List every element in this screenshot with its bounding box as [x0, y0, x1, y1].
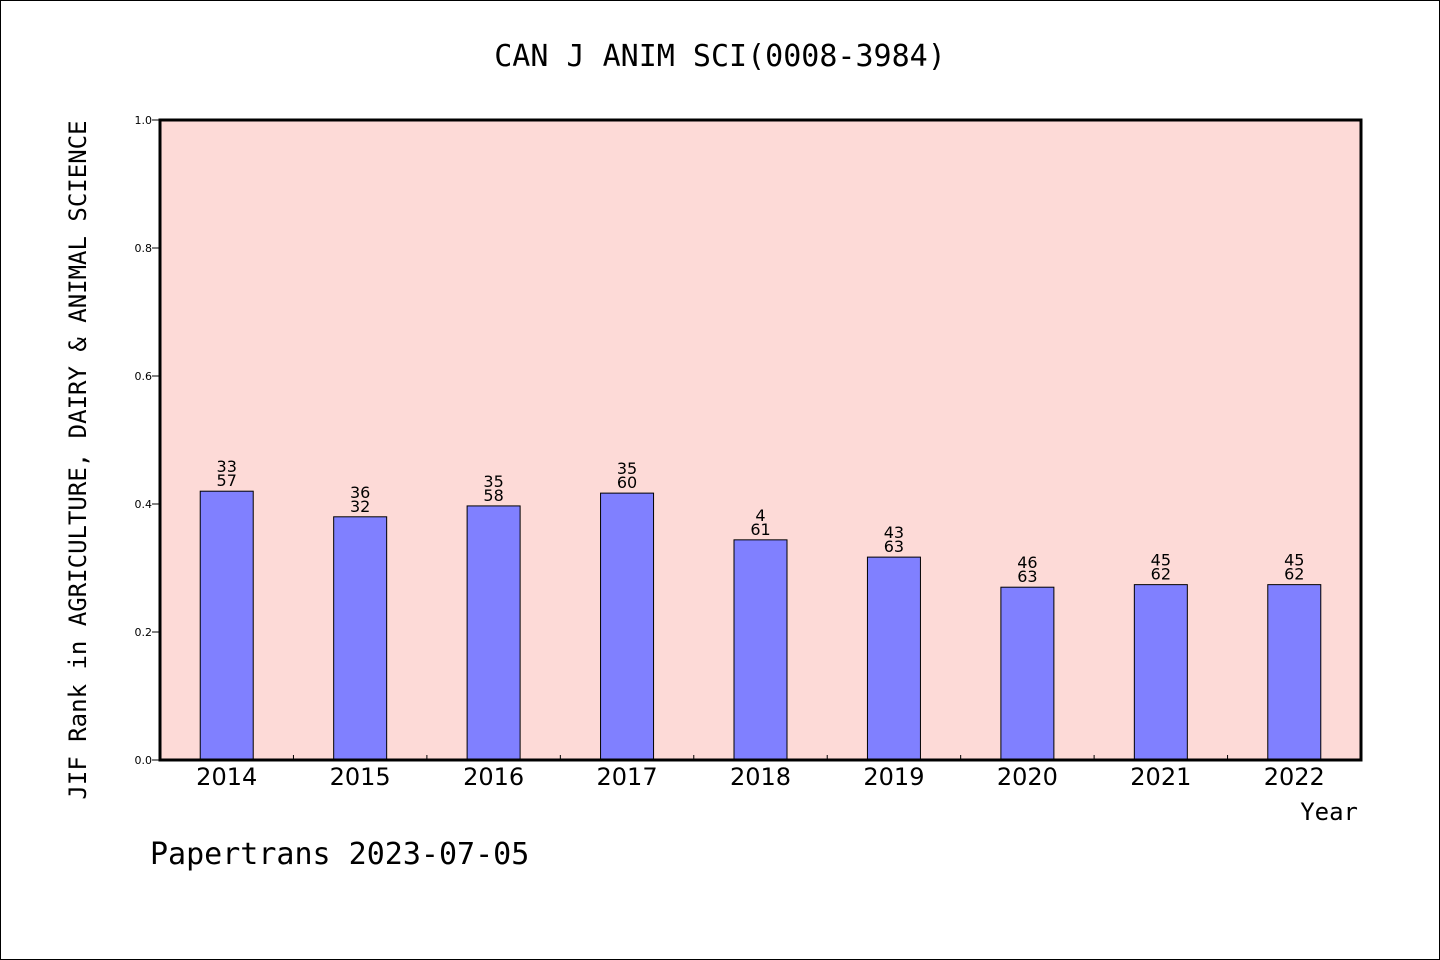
y-tick-label: 0.2 [135, 626, 153, 639]
x-tick-label-2018: 2018 [730, 763, 791, 791]
y-tick-label: 0.0 [135, 754, 153, 767]
x-tick-label-2022: 2022 [1264, 763, 1325, 791]
bar-label-rank-2018: 4 [755, 506, 765, 525]
y-tick-label: 1.0 [135, 114, 153, 127]
bar-2016 [466, 505, 521, 761]
bar-2022 [1267, 584, 1322, 761]
bar-label-total-2022: 62 [1284, 565, 1304, 584]
bar-2015 [333, 516, 388, 761]
bars-group [199, 490, 1322, 761]
x-axis-label: Year [1300, 798, 1358, 826]
bar-label-rank-2016: 35 [483, 472, 503, 491]
plot-area-border [158, 118, 1363, 762]
bar-2018 [733, 539, 788, 761]
bar-label-total-2021: 62 [1151, 565, 1171, 584]
bar-label-rank-2020: 46 [1017, 553, 1037, 572]
bar-label-rank-2014: 33 [217, 457, 237, 476]
bar-label-total-2019: 63 [884, 537, 904, 556]
y-tick-label: 0.8 [135, 242, 153, 255]
footer-watermark: Papertrans 2023-07-05 [150, 837, 529, 872]
x-tick-label-2014: 2014 [196, 763, 257, 791]
chart-title: CAN J ANIM SCI(0008-3984) [494, 39, 946, 74]
x-tick-label-2020: 2020 [997, 763, 1058, 791]
bar-label-rank-2017: 35 [617, 459, 637, 478]
bar-2017 [600, 492, 655, 761]
bar-label-total-2018: 61 [750, 520, 770, 539]
bar-label-rank-2019: 43 [884, 523, 904, 542]
x-tick-label-2016: 2016 [463, 763, 524, 791]
bar-2020 [1000, 586, 1055, 761]
bar-2019 [866, 556, 921, 761]
bar-label-rank-2022: 45 [1284, 551, 1304, 570]
bar-label-total-2015: 32 [350, 497, 370, 516]
bar-label-rank-2015: 36 [350, 483, 370, 502]
y-axis-label: JIF Rank in AGRICULTURE, DAIRY & ANIMAL … [64, 120, 92, 799]
bar-2021 [1133, 584, 1188, 761]
y-tick-label: 0.4 [135, 498, 153, 511]
y-axis-ticks: 0.0 0.2 0.4 0.6 0.8 1.0 [135, 114, 160, 767]
x-axis-ticks: 2014 2015 2016 2017 2018 2019 2020 2021 2022 [196, 755, 1325, 791]
bar-label-total-2020: 63 [1017, 567, 1037, 586]
x-tick-label-2021: 2021 [1130, 763, 1191, 791]
bar-label-total-2017: 60 [617, 473, 637, 492]
bar-label-total-2014: 57 [217, 471, 237, 490]
x-tick-label-2019: 2019 [863, 763, 924, 791]
bar-2014 [199, 490, 254, 761]
y-tick-label: 0.6 [135, 370, 153, 383]
bar-label-total-2016: 58 [483, 486, 503, 505]
x-tick-label-2017: 2017 [597, 763, 658, 791]
bar-label-rank-2021: 45 [1151, 551, 1171, 570]
x-tick-label-2015: 2015 [330, 763, 391, 791]
